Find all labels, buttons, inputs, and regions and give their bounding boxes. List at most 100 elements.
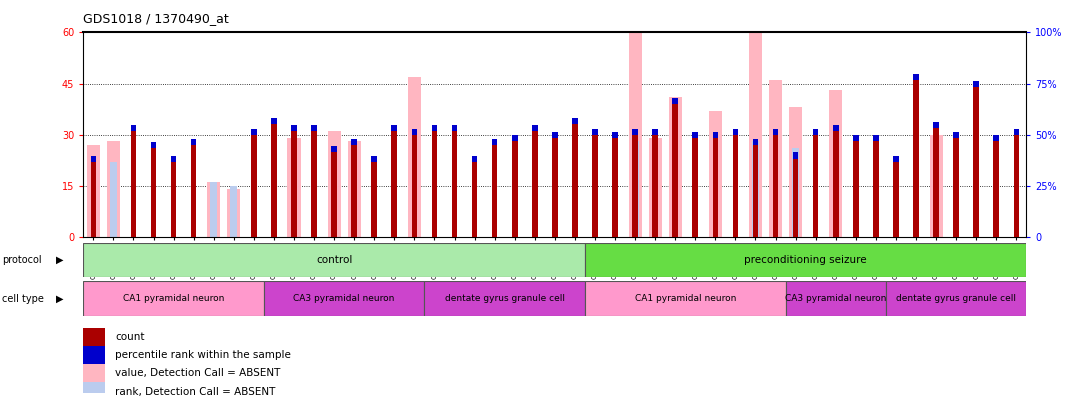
Text: count: count xyxy=(115,332,145,342)
Bar xyxy=(585,243,1026,277)
Bar xyxy=(231,186,237,237)
Bar xyxy=(532,131,537,237)
Bar xyxy=(792,158,799,237)
Bar xyxy=(512,141,518,237)
Bar xyxy=(452,131,457,237)
Bar xyxy=(993,141,999,237)
Bar xyxy=(83,243,585,277)
Bar xyxy=(492,139,498,145)
Bar xyxy=(207,182,220,237)
Bar xyxy=(91,156,96,162)
Bar xyxy=(472,156,477,162)
Text: control: control xyxy=(316,255,352,265)
Bar xyxy=(789,107,802,237)
Bar xyxy=(709,111,722,237)
Bar xyxy=(351,145,357,237)
Bar xyxy=(648,138,662,237)
Bar xyxy=(83,281,264,316)
Bar xyxy=(733,128,738,134)
Bar xyxy=(431,125,437,131)
Bar xyxy=(251,134,256,237)
Bar xyxy=(631,141,639,237)
Bar xyxy=(692,132,698,138)
Bar xyxy=(424,281,585,316)
Bar xyxy=(585,281,786,316)
Bar xyxy=(392,125,397,131)
Bar xyxy=(773,134,779,237)
Bar xyxy=(532,125,537,131)
Bar xyxy=(552,132,557,138)
Bar xyxy=(853,141,859,237)
Text: dentate gyrus granule cell: dentate gyrus granule cell xyxy=(444,294,565,303)
Bar xyxy=(813,134,818,237)
Bar xyxy=(452,125,457,131)
Bar xyxy=(110,162,116,237)
Bar xyxy=(191,145,197,237)
Bar xyxy=(786,281,885,316)
Bar xyxy=(271,118,277,124)
Bar xyxy=(227,189,240,237)
Bar xyxy=(328,131,341,237)
Bar xyxy=(753,139,758,145)
Text: value, Detection Call = ABSENT: value, Detection Call = ABSENT xyxy=(115,369,281,378)
Bar xyxy=(191,139,197,145)
Bar xyxy=(632,134,638,237)
Bar xyxy=(833,125,838,131)
Text: protocol: protocol xyxy=(2,255,42,265)
Bar xyxy=(973,87,979,237)
Bar xyxy=(712,132,718,138)
Bar xyxy=(692,138,698,237)
Text: CA3 pyramidal neuron: CA3 pyramidal neuron xyxy=(785,294,886,303)
Bar xyxy=(171,156,176,162)
Bar xyxy=(753,145,758,237)
Bar xyxy=(271,124,277,237)
Bar xyxy=(83,382,105,401)
Bar xyxy=(411,128,418,134)
Bar xyxy=(87,145,99,237)
Bar xyxy=(913,74,918,80)
Bar xyxy=(1014,128,1019,134)
Text: percentile rank within the sample: percentile rank within the sample xyxy=(115,350,292,360)
Bar xyxy=(107,141,120,237)
Bar xyxy=(632,128,638,134)
Bar xyxy=(472,162,477,237)
Text: dentate gyrus granule cell: dentate gyrus granule cell xyxy=(896,294,1016,303)
Text: GDS1018 / 1370490_at: GDS1018 / 1370490_at xyxy=(83,12,229,25)
Bar xyxy=(954,132,959,138)
Bar xyxy=(712,138,718,237)
Bar xyxy=(572,118,578,124)
Bar xyxy=(792,152,799,158)
Bar xyxy=(893,162,899,237)
Bar xyxy=(83,328,105,346)
Bar xyxy=(572,124,578,237)
Bar xyxy=(331,152,336,237)
Bar xyxy=(151,148,156,237)
Bar xyxy=(1014,134,1019,237)
Bar xyxy=(612,132,617,138)
Text: CA3 pyramidal neuron: CA3 pyramidal neuron xyxy=(294,294,395,303)
Bar xyxy=(752,141,759,237)
Bar xyxy=(933,128,939,237)
Bar xyxy=(151,142,156,148)
Text: CA1 pyramidal neuron: CA1 pyramidal neuron xyxy=(123,294,224,303)
Bar xyxy=(933,122,939,128)
Bar xyxy=(292,131,297,237)
Bar xyxy=(311,131,317,237)
Bar xyxy=(287,138,300,237)
Bar xyxy=(372,156,377,162)
Bar xyxy=(592,134,598,237)
Bar xyxy=(210,182,217,237)
Bar xyxy=(492,145,498,237)
Bar xyxy=(829,90,843,237)
Bar xyxy=(592,128,598,134)
Bar xyxy=(973,81,979,87)
Bar xyxy=(873,141,879,237)
Bar xyxy=(873,135,879,141)
Bar xyxy=(411,134,418,237)
Bar xyxy=(813,128,818,134)
Bar xyxy=(792,148,799,237)
Text: rank, Detection Call = ABSENT: rank, Detection Call = ABSENT xyxy=(115,386,276,396)
Bar xyxy=(130,125,137,131)
Bar xyxy=(733,134,738,237)
Bar xyxy=(993,135,999,141)
